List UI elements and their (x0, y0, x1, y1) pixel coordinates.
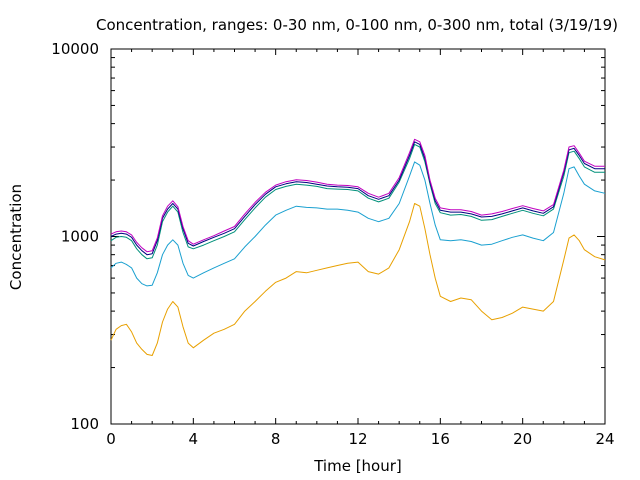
chart-title: Concentration, ranges: 0-30 nm, 0-100 nm… (96, 16, 618, 34)
x-tick-label: 4 (189, 430, 199, 448)
series-line-5 (110, 138, 605, 253)
x-tick-label: 20 (513, 430, 532, 448)
x-tick-label: 8 (271, 430, 281, 448)
x-axis-label: Time [hour] (313, 457, 402, 475)
x-tick-label: 24 (595, 430, 614, 448)
y-axis-label: Concentration (7, 184, 25, 290)
x-tick-label: 12 (348, 430, 367, 448)
x-axis: 0 4 8 12 16 20 24 (106, 49, 615, 448)
y-tick-label: 100 (70, 415, 99, 433)
series-line-4 (110, 141, 605, 256)
series-line-1 (110, 203, 606, 356)
series-line-3 (110, 143, 605, 260)
series-line-2 (110, 161, 606, 287)
y-tick-label: 10000 (51, 40, 99, 58)
x-tick-label: 0 (106, 430, 116, 448)
plot-area-frame (110, 48, 606, 425)
y-tick-label: 1000 (61, 228, 99, 246)
series-lines (110, 138, 606, 356)
x-tick-label: 16 (431, 430, 450, 448)
y-axis: 100 1000 10000 (51, 40, 605, 433)
